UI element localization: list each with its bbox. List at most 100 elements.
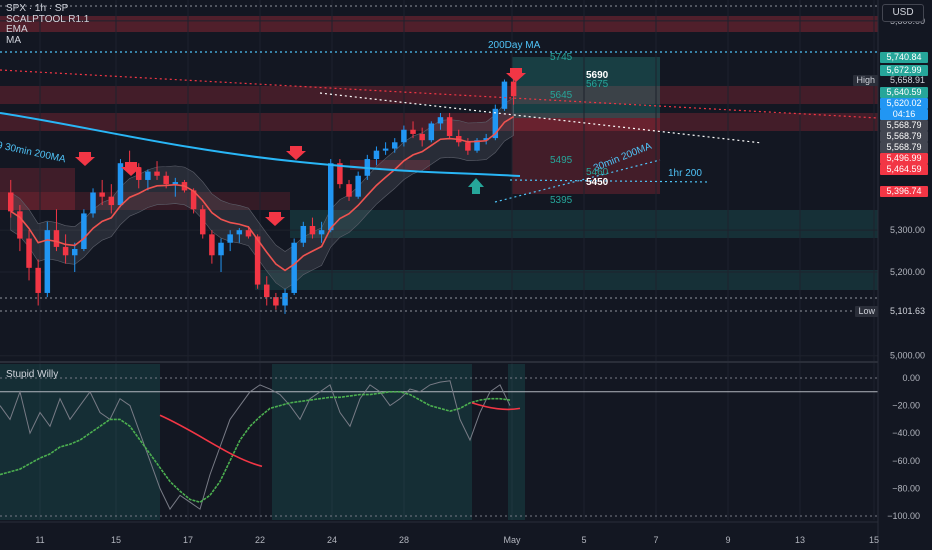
time-axis-label: May — [503, 535, 521, 545]
level-label-5460: 5460 — [586, 167, 609, 178]
level-label-5675: 5675 — [586, 79, 609, 90]
candle-body — [501, 81, 508, 109]
candle-body — [510, 81, 517, 97]
price-tag: 5,740.84 — [880, 52, 928, 63]
candle-body — [410, 129, 416, 134]
candle-body — [382, 148, 389, 151]
candle-body — [428, 123, 435, 141]
candle-body — [236, 230, 243, 235]
candle-body — [209, 234, 215, 256]
candle-body — [190, 190, 197, 210]
support-zone — [255, 270, 878, 290]
grid-layer — [0, 0, 878, 520]
candle-body — [446, 117, 453, 137]
resistance-zone — [0, 16, 878, 32]
candle-body — [81, 213, 87, 250]
price-axis-label: 5,200.00 — [890, 267, 925, 277]
time-axis-label: 7 — [653, 535, 658, 545]
trend-line-white — [319, 92, 763, 144]
price-tag: 5,568.79 — [880, 120, 928, 131]
osc-axis-label: 0.00 — [902, 373, 920, 383]
osc-axis-label: −100.00 — [887, 511, 920, 521]
candle-body — [373, 150, 380, 160]
time-axis-label: 17 — [183, 535, 193, 545]
price-tag: 5,672.99 — [880, 65, 928, 76]
candle-body — [145, 171, 151, 180]
sell-arrow — [286, 146, 306, 160]
osc-axis-label: −40.00 — [892, 428, 920, 438]
time-axis-label: 11 — [35, 535, 44, 545]
buy-arrow — [468, 178, 484, 194]
level-label-5395: 5395 — [550, 195, 573, 206]
osc-signal-down — [159, 414, 263, 468]
candle-body — [99, 192, 105, 197]
candle-body — [254, 236, 261, 285]
price-tag: 04:16 — [880, 109, 928, 120]
sell-arrow — [265, 212, 285, 226]
level-label-5495: 5495 — [550, 155, 573, 166]
price-tag: 5,496.99 — [880, 153, 928, 164]
high-tag: High — [853, 75, 878, 86]
time-axis-label: 24 — [327, 535, 337, 545]
low-value: 5,101.63 — [889, 306, 925, 316]
oscillator-title[interactable]: Stupid Willy — [6, 369, 59, 380]
candle-body — [483, 138, 489, 141]
currency-button[interactable]: USD — [882, 4, 924, 22]
candle-body — [282, 292, 288, 306]
ema-line — [10, 115, 515, 272]
candle-body — [35, 267, 41, 293]
candle-body — [172, 182, 179, 185]
price-tag: 5,620.02 — [880, 98, 928, 109]
osc-axis-label: −60.00 — [892, 456, 920, 466]
osc-zone — [508, 364, 525, 520]
candle-body — [492, 108, 499, 139]
candle-body — [355, 175, 361, 197]
candle-body — [218, 242, 224, 256]
candle-body — [200, 209, 206, 235]
time-axis-label: 15 — [869, 535, 879, 545]
annotation-200day-ma: 200Day MA — [488, 40, 541, 51]
chart-legend: SPX · 1h · SP SCALPTOOL R1.1 EMA MA — [6, 3, 90, 46]
candle-body — [72, 249, 78, 256]
candle-body — [117, 163, 124, 206]
legend-indicator-ma[interactable]: MA — [6, 34, 21, 46]
markers-layer — [75, 68, 526, 226]
ma-200-line — [0, 112, 521, 177]
price-tag: 5,464.59 — [880, 164, 928, 175]
level-label-5690: 5690 — [586, 70, 609, 81]
sell-arrow — [75, 152, 95, 166]
trend-line-red — [0, 69, 879, 119]
level-label-5450: 5450 — [586, 177, 609, 188]
ma-30min-line — [494, 159, 661, 203]
ma-1hr-line — [509, 179, 711, 183]
candle-body — [163, 175, 169, 185]
time-axis-label: 9 — [725, 535, 730, 545]
bands-layer — [10, 97, 514, 290]
candle-body — [401, 129, 407, 143]
legend-indicator-ema[interactable]: EMA — [6, 24, 28, 35]
oscillator-layer — [0, 364, 878, 520]
candle-body — [26, 238, 32, 268]
candle-body — [90, 192, 96, 214]
sell-arrow — [121, 162, 141, 176]
price-axis-label: 5,300.00 — [890, 225, 925, 235]
candle-body — [291, 242, 297, 293]
price-tag: 5,396.74 — [880, 186, 928, 197]
candle-body — [273, 297, 279, 306]
legend-indicator-scalptool[interactable]: SCALPTOOL R1.1 — [6, 13, 90, 25]
candle-body — [154, 171, 160, 176]
candle-body — [318, 230, 325, 235]
sell-arrow — [506, 68, 526, 82]
price-tag: 5,568.79 — [880, 142, 928, 153]
candle-body — [8, 192, 14, 212]
resistance-zone — [0, 192, 290, 210]
price-tag: 5,640.59 — [880, 87, 928, 98]
candle-body — [474, 140, 480, 151]
time-axis-label: 15 — [111, 535, 121, 545]
legend-symbol[interactable]: SPX · 1h · SP — [6, 3, 69, 14]
time-axis-label: 5 — [581, 535, 586, 545]
price-axis-label: 5,000.00 — [890, 351, 925, 361]
candle-body — [328, 163, 334, 231]
